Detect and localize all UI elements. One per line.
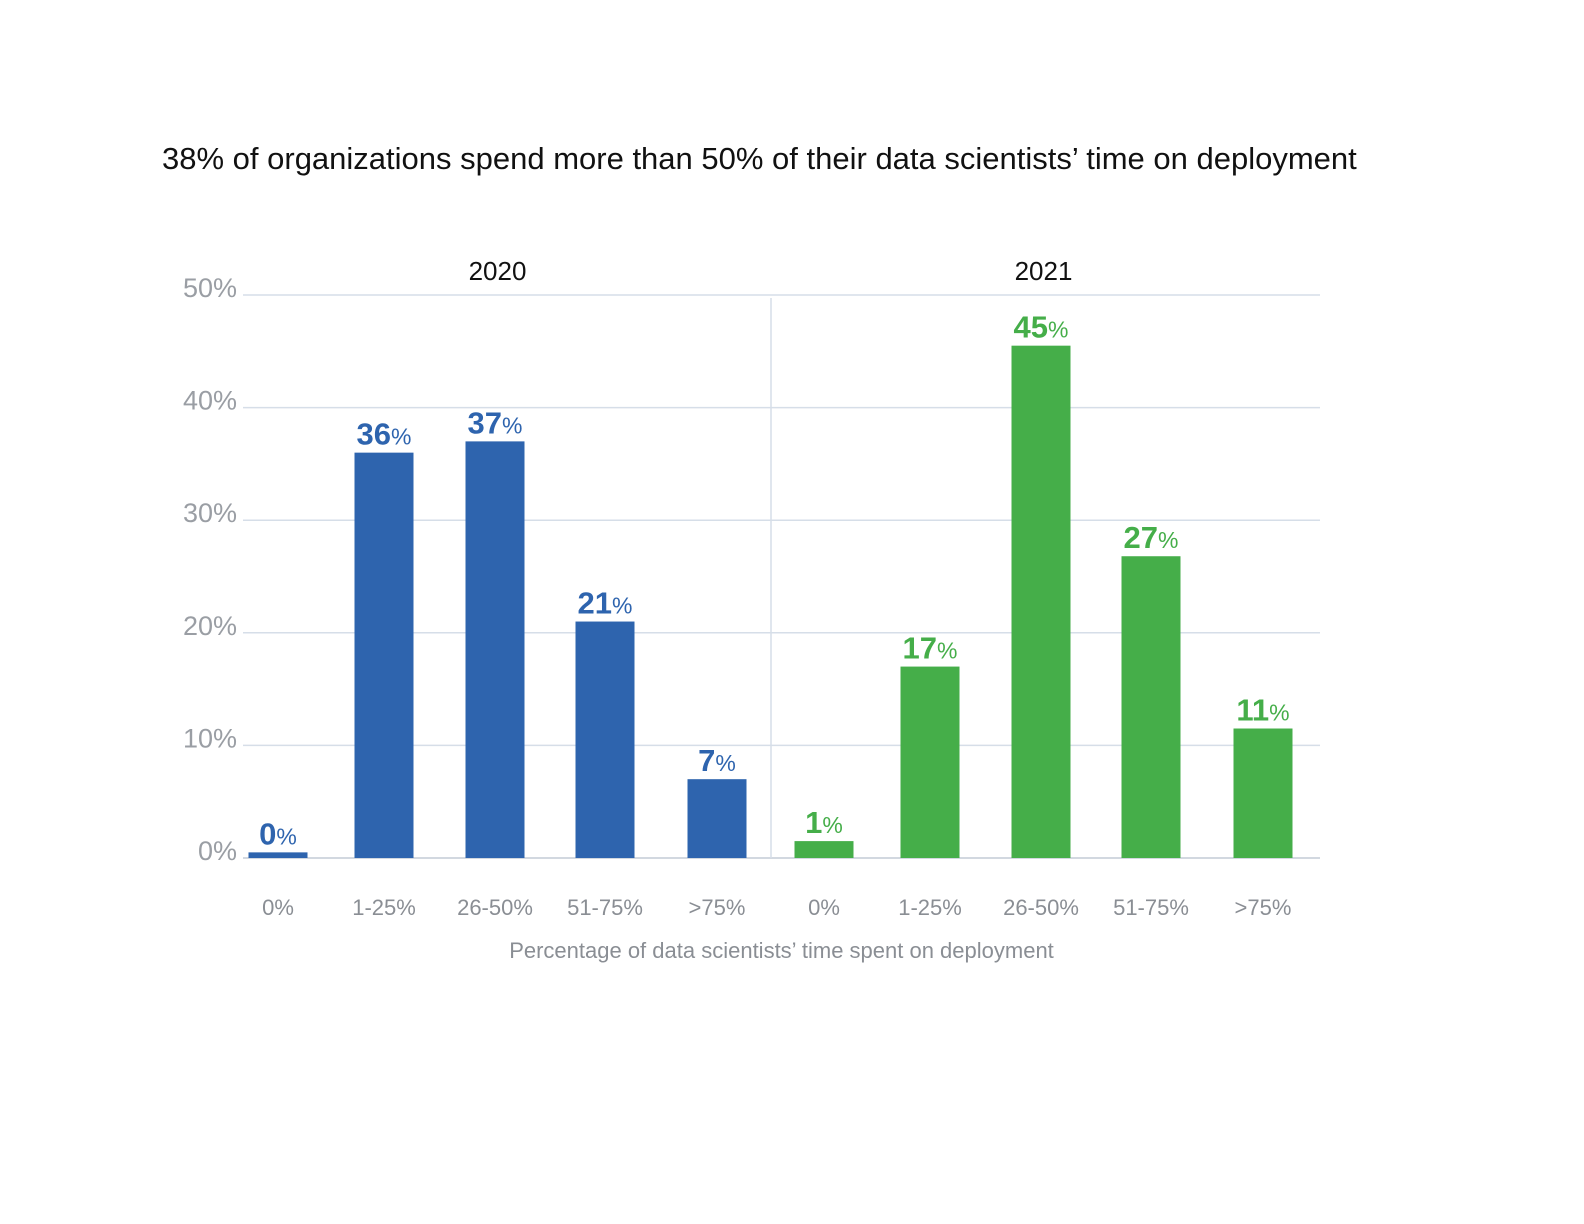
data-label: 0% [259, 816, 297, 851]
bar [354, 452, 414, 858]
x-tick-label: 51-75% [567, 895, 643, 920]
data-label: 11% [1236, 693, 1289, 728]
x-axis-label: Percentage of data scientists’ time spen… [509, 938, 1054, 963]
bar [1121, 556, 1181, 858]
panel-title: 2021 [1015, 256, 1073, 286]
bar [465, 441, 525, 858]
x-tick-label: 0% [262, 895, 294, 920]
data-label: 27% [1124, 520, 1179, 555]
bar [1233, 728, 1293, 858]
chart-title: 38% of organizations spend more than 50%… [162, 141, 1357, 176]
x-tick-label: >75% [1235, 895, 1292, 920]
y-tick-label: 10% [183, 723, 237, 753]
bar [687, 779, 747, 858]
x-tick-label: >75% [689, 895, 746, 920]
x-tick-label: 51-75% [1113, 895, 1189, 920]
x-tick-label: 1-25% [898, 895, 962, 920]
x-tick-label: 0% [808, 895, 840, 920]
y-tick-label: 30% [183, 498, 237, 528]
data-label: 21% [578, 586, 633, 621]
data-label: 37% [468, 405, 523, 440]
data-label: 45% [1014, 310, 1069, 345]
data-label: 7% [698, 743, 736, 778]
bar [900, 666, 960, 858]
x-tick-label: 26-50% [1003, 895, 1079, 920]
data-label: 1% [805, 805, 843, 840]
bar [575, 621, 635, 858]
data-label: 17% [903, 631, 958, 666]
x-tick-label: 26-50% [457, 895, 533, 920]
bar [794, 841, 854, 858]
panel-title: 2020 [469, 256, 527, 286]
y-tick-label: 50% [183, 273, 237, 303]
y-tick-label: 0% [198, 836, 237, 866]
bar [248, 852, 308, 858]
bar [1011, 345, 1071, 858]
y-tick-label: 40% [183, 386, 237, 416]
y-tick-label: 20% [183, 611, 237, 641]
x-tick-label: 1-25% [352, 895, 416, 920]
data-label: 36% [357, 417, 412, 452]
